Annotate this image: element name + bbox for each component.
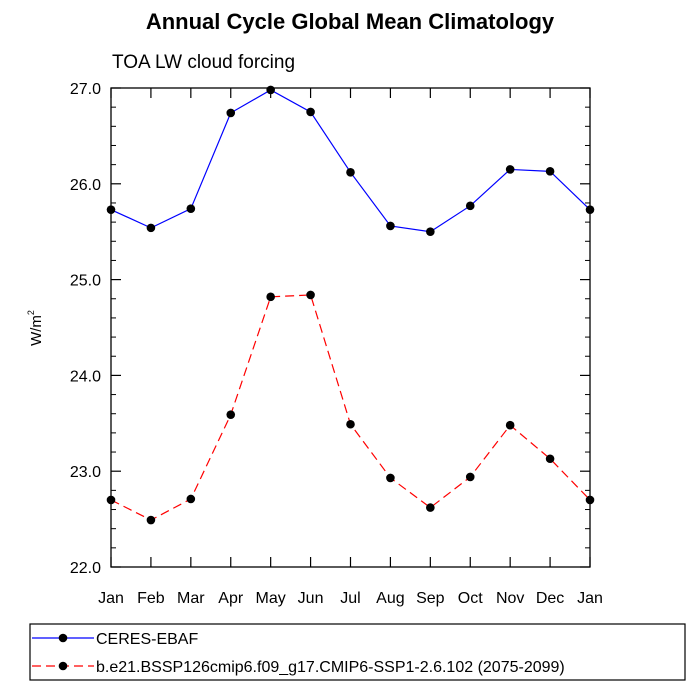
series-2-point	[545, 454, 555, 464]
y-tick-label: 27.0	[70, 81, 101, 98]
y-tick-label: 24.0	[70, 368, 101, 385]
x-tick-label: Apr	[218, 590, 244, 607]
series-1-point	[386, 221, 395, 231]
series-1-point	[226, 108, 236, 118]
series-1-point	[186, 204, 196, 214]
x-tick-label: Sep	[416, 590, 445, 607]
series-2-point	[266, 292, 275, 302]
x-tick-label: Dec	[536, 590, 564, 607]
legend-label-1: CERES-EBAF	[96, 631, 198, 648]
series-1-point	[426, 227, 435, 236]
y-tick-label: 23.0	[70, 464, 101, 481]
series-1-point	[346, 168, 355, 177]
series-2-point	[186, 494, 196, 504]
y-tick-label: 25.0	[70, 273, 101, 290]
series-1-point	[545, 167, 555, 176]
x-tick-label: Jan	[577, 590, 603, 607]
x-tick-label: Feb	[137, 590, 165, 607]
series-2-point	[146, 515, 156, 525]
plot-frame	[110, 87, 591, 568]
legend-marker-1	[58, 633, 68, 643]
legend-label-2: b.e21.BSSP126cmip6.f09_g17.CMIP6-SSP1-2.…	[96, 659, 565, 676]
chart-title: Annual Cycle Global Mean Climatology	[146, 9, 555, 34]
series-2-point	[426, 503, 435, 512]
series-2-point	[306, 290, 315, 300]
series-2-point	[346, 419, 355, 429]
series-1-point	[465, 201, 475, 211]
y-axis-label-text: W/m	[28, 315, 45, 346]
series-1-point	[106, 205, 116, 214]
plot-area: 22.0 23.0 24.0 25.0 26.0 27.0 Jan Feb Mar Apr May J…	[70, 81, 603, 607]
y-axis-label: W/m2	[26, 310, 45, 346]
x-tick-label: May	[256, 590, 286, 607]
legend-box	[29, 623, 686, 681]
x-tick-label: Jun	[298, 590, 324, 607]
x-tick-label: Nov	[496, 590, 524, 607]
series-1-point	[505, 165, 515, 174]
series-1-point	[266, 85, 275, 95]
series-2-point	[386, 473, 395, 483]
x-tick-label: Jan	[98, 590, 124, 607]
series-line-2	[110, 294, 591, 521]
series-1-point	[585, 205, 595, 214]
x-tick-label: Aug	[376, 590, 404, 607]
x-tick-label: Jul	[340, 590, 360, 607]
y-tick-label: 26.0	[70, 177, 101, 194]
y-tick-label: 22.0	[70, 560, 101, 577]
legend-marker-2	[58, 661, 68, 671]
legend: CERES-EBAF b.e21.BSSP126cmip6.f09_g17.CMI…	[29, 623, 686, 681]
series-1-point	[146, 223, 156, 233]
series-2-point	[465, 472, 475, 482]
series-2-point	[106, 495, 116, 505]
x-tick-label: Oct	[458, 590, 483, 607]
svg-text:W/m2: W/m2	[26, 310, 45, 346]
x-tick-label: Mar	[177, 590, 205, 607]
chart-subtitle: TOA LW cloud forcing	[112, 52, 295, 73]
series-2-point	[226, 410, 236, 419]
series-2-point	[505, 420, 515, 430]
series-line-1	[110, 89, 591, 233]
series-1-point	[306, 107, 315, 117]
y-axis-label-superscript: 2	[26, 310, 36, 315]
series-2-point	[585, 495, 595, 505]
